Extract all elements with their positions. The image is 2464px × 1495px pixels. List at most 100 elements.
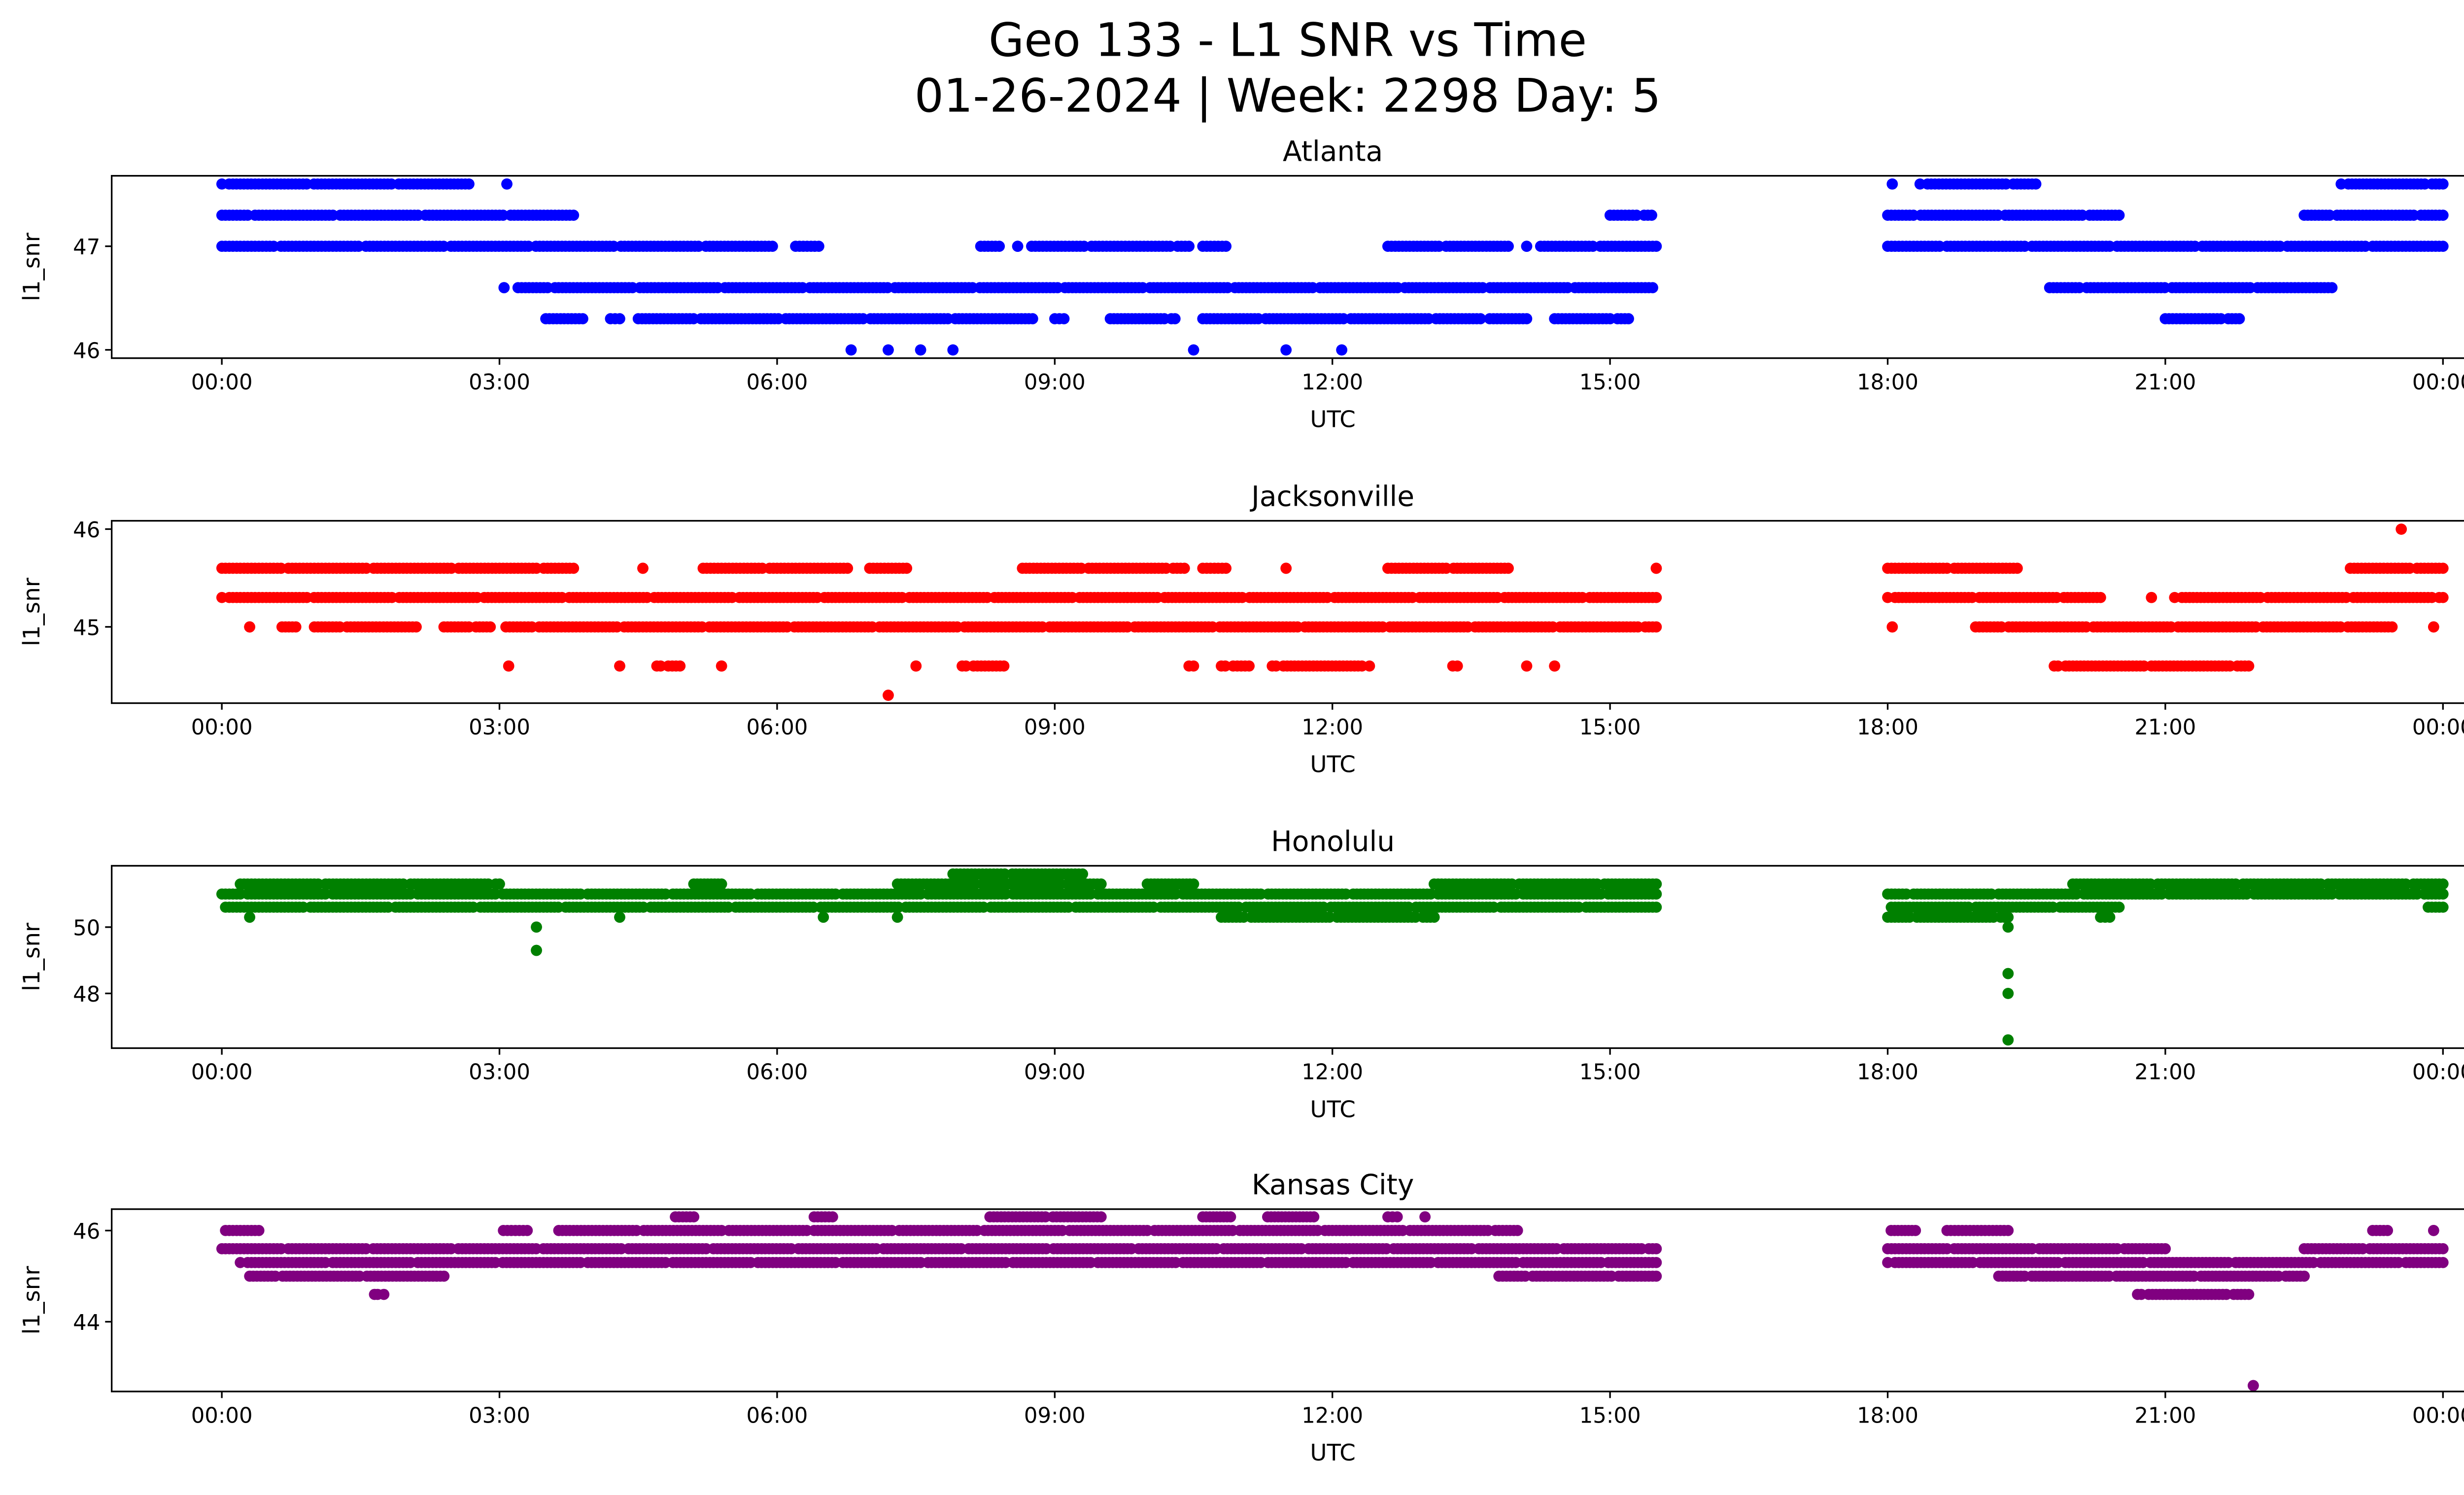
x-tick-label: 00:00: [191, 370, 253, 395]
data-point: [498, 282, 510, 293]
x-tick-label: 09:00: [1024, 370, 1086, 395]
data-point: [915, 344, 926, 356]
data-point: [2002, 1225, 2014, 1236]
data-point: [1650, 888, 1662, 900]
data-point: [568, 562, 580, 574]
data-point: [1650, 621, 1662, 633]
data-point: [1280, 344, 1292, 356]
subplot-honolulu: 00:00 03:00 06:00 09:00 12:00 15:00 18:00 21:00…: [19, 825, 2464, 1123]
x-tick-label: 00:00: [191, 1060, 253, 1085]
data-point: [568, 209, 580, 221]
data-point: [2437, 902, 2449, 913]
data-point: [883, 344, 894, 356]
data-point: [1623, 313, 1634, 324]
scatter-series: [216, 1211, 2449, 1391]
data-point: [2104, 911, 2116, 923]
data-point: [1549, 660, 1560, 672]
data-point: [2113, 209, 2125, 221]
data-point: [494, 878, 505, 890]
data-point: [290, 621, 302, 633]
data-point: [503, 660, 514, 672]
data-point: [2437, 178, 2449, 190]
data-point: [1886, 178, 1898, 190]
data-point: [501, 178, 513, 190]
data-point: [1521, 241, 1533, 252]
data-point: [842, 562, 854, 574]
x-axis-label: UTC: [1310, 407, 1356, 433]
data-point: [1364, 660, 1375, 672]
data-point: [688, 1211, 700, 1223]
data-point: [244, 621, 255, 633]
x-tick-label: 21:00: [2134, 715, 2196, 740]
y-axis-label: l1_snr: [19, 232, 45, 301]
data-point: [674, 660, 686, 672]
chart-title-line2: 01-26-2024 | Week: 2298 Day: 5: [915, 70, 1661, 123]
data-point: [2095, 591, 2106, 603]
data-point: [614, 911, 625, 923]
data-point: [883, 690, 894, 701]
data-point: [2243, 660, 2255, 672]
data-point: [813, 241, 824, 252]
data-point: [1220, 660, 1231, 672]
y-tick-label: 45: [73, 616, 100, 640]
data-point: [2326, 282, 2338, 293]
data-point: [1503, 241, 1514, 252]
data-point: [1077, 868, 1089, 880]
y-tick-label: 50: [73, 916, 100, 941]
data-point: [1027, 313, 1038, 324]
x-tick-label: 12:00: [1301, 1060, 1363, 1085]
data-point: [910, 660, 922, 672]
data-point: [2396, 523, 2407, 535]
chart-title-line1: Geo 133 - L1 SNR vs Time: [989, 13, 1587, 67]
x-tick-label: 09:00: [1024, 1060, 1086, 1085]
y-tick-label: 46: [73, 518, 100, 543]
data-point: [244, 911, 255, 923]
data-point: [1521, 313, 1533, 324]
subplot-title: Atlanta: [1283, 136, 1383, 168]
data-point: [2002, 968, 2014, 979]
data-point: [2113, 902, 2125, 913]
data-point: [1220, 241, 1232, 252]
data-point: [1183, 241, 1195, 252]
data-point: [1243, 660, 1255, 672]
data-point: [2437, 241, 2449, 252]
data-point: [1058, 313, 1070, 324]
data-point: [1521, 660, 1533, 672]
data-point: [1503, 562, 1514, 574]
x-tick-label: 00:00: [191, 715, 253, 740]
data-point: [1910, 1225, 1921, 1236]
data-point: [1391, 1211, 1403, 1223]
data-point: [2437, 591, 2449, 603]
data-point: [253, 1225, 265, 1236]
x-tick-label: 06:00: [747, 715, 808, 740]
subplot-kansas-city: 00:00 03:00 06:00 09:00 12:00 15:00 18:00 21:00…: [19, 1169, 2464, 1466]
data-point: [767, 241, 778, 252]
scatter-series: [216, 868, 2449, 1046]
data-point: [1012, 241, 1024, 252]
data-point: [1886, 621, 1898, 633]
data-point: [2386, 621, 2398, 633]
data-point: [1308, 1211, 1320, 1223]
data-point: [1188, 344, 1199, 356]
y-tick-label: 46: [73, 339, 100, 363]
scatter-series: [216, 178, 2449, 356]
data-point: [411, 621, 422, 633]
data-point: [2002, 1034, 2014, 1046]
data-point: [1428, 911, 1440, 923]
x-axis-label: UTC: [1310, 1096, 1356, 1123]
x-tick-label: 21:00: [2134, 1060, 2196, 1085]
x-tick-label: 03:00: [469, 1060, 530, 1085]
data-point: [1650, 591, 1662, 603]
x-tick-label: 15:00: [1579, 715, 1641, 740]
x-axis-label: UTC: [1310, 751, 1356, 778]
data-point: [614, 660, 625, 672]
data-point: [1225, 1211, 1236, 1223]
data-point: [2002, 988, 2014, 999]
y-tick-label: 48: [73, 982, 100, 1007]
data-point: [1511, 1225, 1523, 1236]
data-point: [2382, 1225, 2394, 1236]
x-tick-label: 03:00: [469, 715, 530, 740]
data-point: [2437, 562, 2449, 574]
data-point: [1419, 1211, 1431, 1223]
data-point: [2002, 921, 2014, 933]
